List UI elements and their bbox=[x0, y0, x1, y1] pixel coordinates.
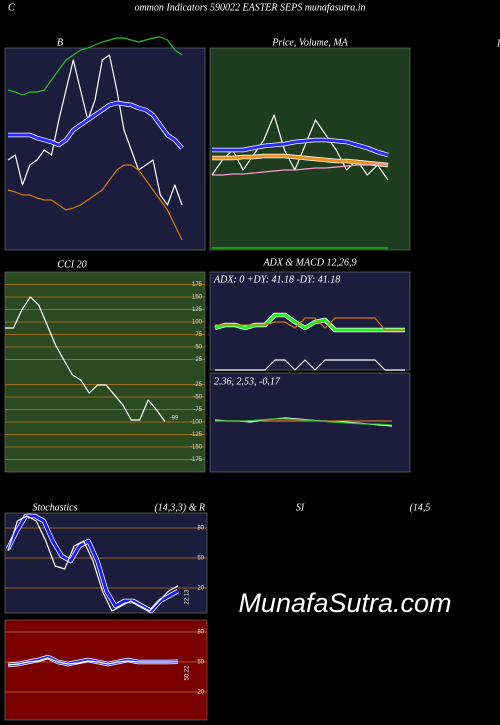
series-line bbox=[212, 163, 388, 176]
panel-background bbox=[4, 47, 206, 251]
y-tick-label: -175 bbox=[190, 457, 203, 463]
series-line bbox=[212, 154, 389, 167]
panel-subtitle: (14,3,3) & R bbox=[154, 502, 205, 513]
y-tick-label: -150 bbox=[190, 445, 203, 451]
y-tick-label: 25 bbox=[195, 357, 202, 363]
panel-readout: ADX: 0 +DY: 41.18 -DY: 41.18 bbox=[213, 274, 340, 285]
y-tick-label: 125 bbox=[192, 307, 203, 313]
series-line bbox=[215, 317, 405, 331]
series-line bbox=[7, 657, 179, 666]
header-right: I bbox=[496, 38, 500, 49]
panel-title: Stochastics bbox=[33, 502, 78, 513]
watermark: MunafaSutra.com bbox=[238, 588, 451, 618]
series-line bbox=[7, 164, 183, 241]
panel-title: SI bbox=[296, 502, 305, 513]
header-title: ommon Indicators 590022 EASTER SEPS muna… bbox=[134, 2, 365, 13]
series-line bbox=[215, 418, 393, 426]
last-value-label: 50.22 bbox=[185, 665, 191, 681]
panel-background bbox=[4, 619, 208, 721]
y-tick-label: -25 bbox=[193, 382, 202, 388]
panel-title: ADX & MACD 12,26,9 bbox=[262, 257, 356, 268]
series-line bbox=[5, 296, 166, 422]
y-tick-label: -125 bbox=[190, 432, 203, 438]
series-line bbox=[7, 36, 183, 96]
y-tick-label: -50 bbox=[193, 395, 202, 401]
y-tick-label: 75 bbox=[195, 332, 202, 338]
panel-subtitle: (14,5 bbox=[410, 502, 431, 513]
last-value-label: -99 bbox=[170, 416, 179, 422]
y-tick-label: 20 bbox=[197, 690, 204, 696]
y-tick-label: 50 bbox=[195, 345, 202, 351]
series-line bbox=[214, 313, 405, 332]
y-tick-label: 80 bbox=[197, 630, 204, 636]
panel-title: B bbox=[57, 37, 63, 48]
panel-readout: 2.36, 2.53, -0.17 bbox=[214, 376, 281, 387]
header-left: C bbox=[8, 2, 15, 13]
series-line bbox=[7, 54, 183, 206]
y-tick-label: 100 bbox=[192, 320, 203, 326]
panel-background bbox=[209, 271, 411, 371]
y-tick-label: -75 bbox=[193, 407, 202, 413]
last-value-label: 22.13 bbox=[185, 589, 191, 605]
panel-title: Price, Volume, MA bbox=[271, 37, 348, 48]
series-line bbox=[8, 101, 184, 150]
series-line bbox=[212, 138, 389, 157]
y-tick-label: 50 bbox=[197, 556, 204, 562]
y-tick-label: 50 bbox=[197, 660, 204, 666]
series-line bbox=[215, 359, 405, 371]
y-tick-label: -100 bbox=[190, 420, 203, 426]
y-tick-label: 80 bbox=[197, 526, 204, 532]
y-tick-label: 20 bbox=[197, 586, 204, 592]
panel-title: CCI 20 bbox=[57, 259, 86, 270]
series-line bbox=[7, 515, 179, 612]
panel-background bbox=[209, 372, 411, 473]
y-tick-label: 175 bbox=[192, 282, 203, 288]
panel-background bbox=[4, 512, 208, 614]
y-tick-label: 150 bbox=[192, 295, 203, 301]
